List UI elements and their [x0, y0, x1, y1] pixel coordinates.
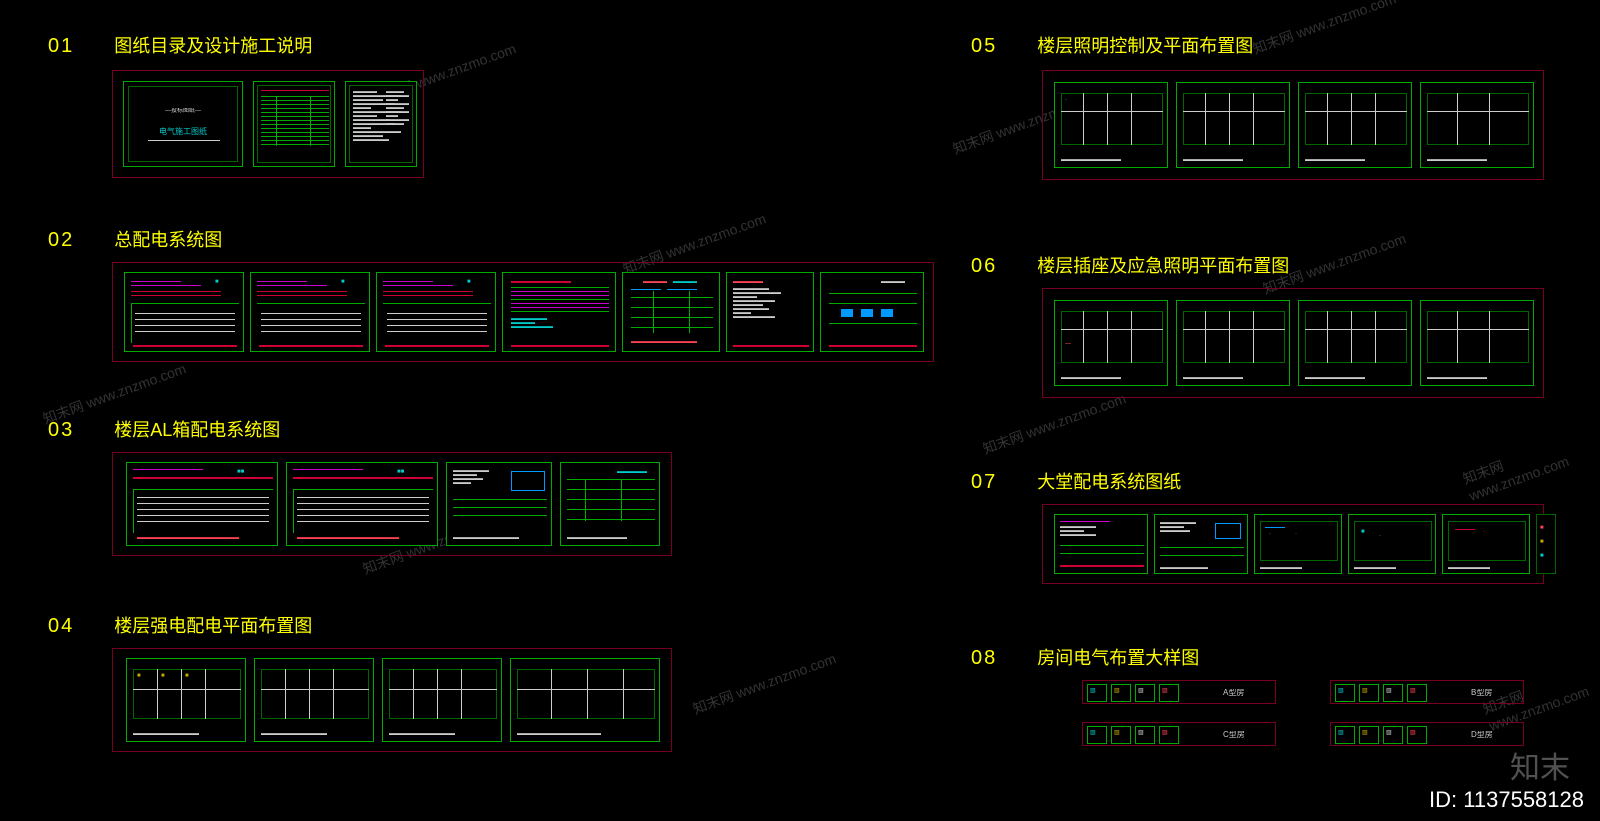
section-num: 04	[48, 615, 74, 638]
brand-watermark: 知末	[1510, 743, 1570, 787]
section-label: 总配电系统图	[114, 226, 222, 252]
room-thumb: ▧	[1135, 684, 1155, 702]
sheet-light-1: · ▬▬▬▬▬▬▬▬▬▬	[1054, 82, 1168, 168]
room-thumb: ▧	[1087, 684, 1107, 702]
room-thumb: ▧	[1383, 684, 1403, 702]
section-07-title: 07 大堂配电系统图纸	[971, 468, 1181, 494]
sheet-lobby-6: ■ ■ ■	[1536, 514, 1556, 574]
sheet-small-system: ▬▬▬▬	[820, 272, 924, 352]
section-num: 01	[48, 35, 74, 58]
sheet-al-1: ■■ ▬▬▬▬▬▬▬▬▬▬▬▬▬▬▬▬▬	[126, 462, 278, 546]
section-label: 楼层插座及应急照明平面布置图	[1037, 252, 1289, 278]
room-type-label: C型房	[1223, 731, 1245, 739]
room-thumb: ▧	[1335, 684, 1355, 702]
room-thumb: ▧	[1383, 726, 1403, 744]
group-01-box: —投标图纸— 电气施工图纸 ▬▬▬▬▬▬▬▬▬▬▬	[112, 70, 424, 178]
room-type-label: D型房	[1471, 731, 1493, 739]
sheet-cover: —投标图纸— 电气施工图纸	[123, 81, 243, 167]
sheet-al-2: ■■ ▬▬▬▬▬▬▬▬▬▬▬▬▬▬▬▬▬	[286, 462, 438, 546]
section-02-title: 02 总配电系统图	[48, 226, 222, 252]
room-thumb: ▧	[1407, 684, 1427, 702]
room-thumb: ▧	[1159, 726, 1179, 744]
sheet-notes: ▬▬▬▬▬ ▬▬▬▬▬▬▬▬▬▬▬▬▬▬▬▬▬▬▬▬▬▬▬▬▬▬▬▬▬▬▬▬▬▬…	[726, 272, 814, 352]
sheet-drawing-list	[253, 81, 335, 167]
room-type-label: B型房	[1471, 689, 1492, 697]
section-04-title: 04 楼层强电配电平面布置图	[48, 612, 312, 638]
room-thumb: ▧	[1111, 684, 1131, 702]
section-label: 楼层AL箱配电系统图	[114, 416, 280, 442]
section-label: 房间电气布置大样图	[1037, 644, 1199, 670]
section-label: 图纸目录及设计施工说明	[114, 32, 312, 58]
room-thumb: ▧	[1335, 726, 1355, 744]
image-id-tag: ID: 1137558128	[1429, 787, 1584, 813]
section-03-title: 03 楼层AL箱配电系统图	[48, 416, 280, 442]
sheet-socket-3: ▬▬▬▬▬▬▬▬▬▬	[1298, 300, 1412, 386]
watermark: 知末网 www.znzmo.com	[1460, 422, 1600, 504]
section-05-title: 05 楼层照明控制及平面布置图	[971, 32, 1253, 58]
sheet-lobby-3: · · ▬▬▬▬▬▬▬	[1254, 514, 1342, 574]
group-08-b: ▧ ▧ ▧ ▧ B型房	[1330, 680, 1524, 704]
group-08-c: ▧ ▧ ▧ ▧ C型房	[1082, 722, 1276, 746]
room-thumb: ▧	[1135, 726, 1155, 744]
section-num: 02	[48, 229, 74, 252]
cover-main: 电气施工图纸	[124, 126, 242, 137]
sheet-plan-2: ▬▬▬▬▬▬▬▬▬▬▬	[254, 658, 374, 742]
sheet-al-4: ▬▬▬▬▬ ▬▬▬▬▬▬▬▬▬▬	[560, 462, 660, 546]
room-thumb: ▧	[1359, 684, 1379, 702]
sheet-plan-1: ■ ■ ■ ▬▬▬▬▬▬▬▬▬▬▬	[126, 658, 246, 742]
section-label: 楼层强电配电平面布置图	[114, 612, 312, 638]
sheet-system-3: ■	[376, 272, 496, 352]
cover-subtitle: —投标图纸—	[124, 108, 242, 114]
sheet-system-1: ■	[124, 272, 244, 352]
watermark: 知末网 www.znzmo.com	[980, 388, 1129, 458]
sheet-riser: ▬▬▬▬ ▬▬▬▬ ▬▬▬▬▬▬▬▬▬▬▬	[622, 272, 720, 352]
sheet-light-3: ▬▬▬▬▬▬▬▬▬▬	[1298, 82, 1412, 168]
group-08-d: ▧ ▧ ▧ ▧ D型房	[1330, 722, 1524, 746]
sheet-legend: ▬▬▬▬▬▬▬▬▬▬▬▬▬▬▬▬▬	[502, 272, 616, 352]
watermark: 知末网 www.znzmo.com	[1250, 0, 1399, 59]
sheet-spec: ▬▬▬▬▬▬▬▬▬▬▬▬▬▬▬▬▬▬▬▬▬▬▬▬▬▬▬▬▬▬▬▬▬▬▬▬▬▬▬▬…	[345, 81, 417, 167]
sheet-lobby-5: · ▬▬▬▬▬▬▬	[1442, 514, 1530, 574]
room-thumb: ▧	[1111, 726, 1131, 744]
section-06-title: 06 楼层插座及应急照明平面布置图	[971, 252, 1289, 278]
section-num: 06	[971, 255, 997, 278]
watermark: 知末网 www.znzmo.com	[690, 648, 839, 718]
sheet-light-2: ▬▬▬▬▬▬▬▬▬▬	[1176, 82, 1290, 168]
room-thumb: ▧	[1087, 726, 1107, 744]
sheet-system-2: ■	[250, 272, 370, 352]
sheet-socket-2: ▬▬▬▬▬▬▬▬▬▬	[1176, 300, 1290, 386]
section-num: 07	[971, 471, 997, 494]
sheet-light-4: ▬▬▬▬▬▬▬▬▬▬	[1420, 82, 1534, 168]
section-num: 03	[48, 419, 74, 442]
sheet-socket-1: ⎯⎯ ▬▬▬▬▬▬▬▬▬▬	[1054, 300, 1168, 386]
room-thumb: ▧	[1407, 726, 1427, 744]
section-label: 大堂配电系统图纸	[1037, 468, 1181, 494]
room-thumb: ▧	[1159, 684, 1179, 702]
sheet-lobby-1: ▬▬▬▬▬▬▬▬▬▬▬▬▬▬▬▬	[1054, 514, 1148, 574]
group-08-a: ▧ ▧ ▧ ▧ A型房	[1082, 680, 1276, 704]
sheet-lobby-2: ▬▬▬▬▬▬▬▬▬▬▬▬▬▬▬ ▬▬▬▬▬▬▬▬	[1154, 514, 1248, 574]
cad-sheet-index-canvas: 知末网 www.znzmo.com 知末网 www.znzmo.com 知末网 …	[0, 0, 1600, 821]
sheet-al-3: ▬▬▬▬▬▬▬▬▬▬▬▬▬▬▬▬▬▬ ▬▬▬▬▬▬▬▬▬▬▬	[446, 462, 552, 546]
section-num: 05	[971, 35, 997, 58]
sheet-plan-3: ▬▬▬▬▬▬▬▬▬▬▬	[382, 658, 502, 742]
room-thumb: ▧	[1359, 726, 1379, 744]
section-label: 楼层照明控制及平面布置图	[1037, 32, 1253, 58]
sheet-lobby-4: ■ · ▬▬▬▬▬▬▬	[1348, 514, 1436, 574]
section-01-title: 01 图纸目录及设计施工说明	[48, 32, 312, 58]
section-num: 08	[971, 647, 997, 670]
room-type-label: A型房	[1223, 689, 1244, 697]
sheet-socket-4: ▬▬▬▬▬▬▬▬▬▬	[1420, 300, 1534, 386]
section-08-title: 08 房间电气布置大样图	[971, 644, 1199, 670]
sheet-plan-4: ▬▬▬▬▬▬▬▬▬▬▬▬▬▬	[510, 658, 660, 742]
